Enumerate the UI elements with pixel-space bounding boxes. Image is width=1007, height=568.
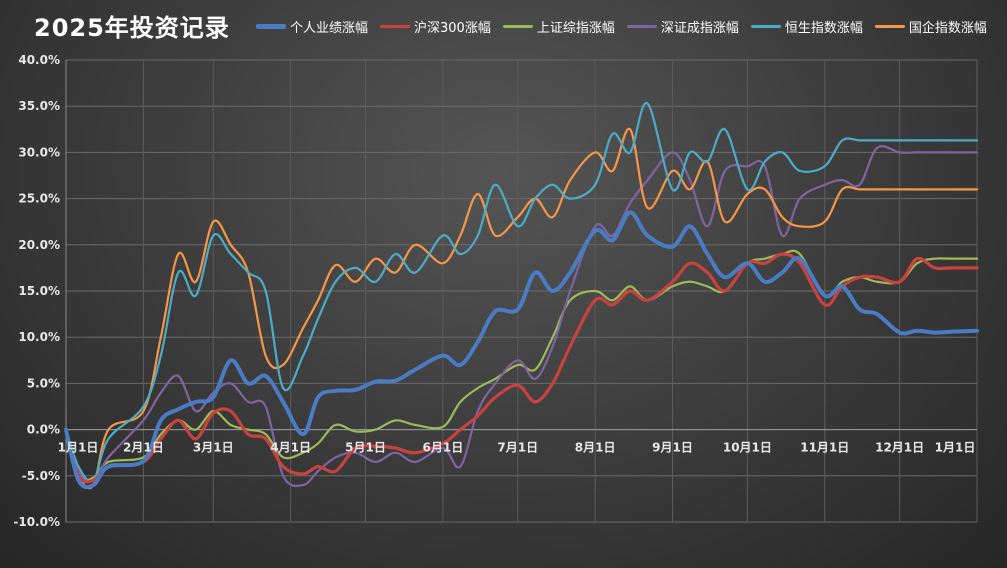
y-tick-label: 20.0% — [18, 238, 60, 252]
series-line-0 — [64, 210, 979, 490]
y-tick-label: 0.0% — [27, 423, 60, 437]
legend-label-hscei: 国企指数涨幅 — [908, 20, 987, 36]
x-tick-label: 4月1日 — [270, 441, 311, 455]
x-tick-label: 7月1日 — [497, 441, 538, 455]
y-tick-label: 40.0% — [18, 53, 60, 67]
legend-swatch-hsi — [750, 24, 781, 28]
legend-label-szse: 深证成指涨幅 — [660, 20, 739, 36]
legend-label-personal: 个人业绩涨幅 — [290, 20, 369, 36]
x-tick-label: 9月1日 — [652, 441, 693, 455]
x-tick-label: 11月1日 — [800, 441, 849, 455]
legend-item-szse[interactable]: 深证成指涨幅 — [626, 17, 739, 36]
chart-title: 2025年投资记录 — [34, 14, 230, 42]
legend-item-sse[interactable]: 上证综指涨幅 — [502, 17, 615, 36]
x-tick-label: 12月1日 — [875, 441, 924, 455]
legend-item-hs300[interactable]: 沪深300涨幅 — [380, 17, 491, 36]
x-tick-label: 1月1日 — [935, 441, 976, 455]
legend-swatch-personal — [256, 23, 286, 29]
x-tick-label: 6月1日 — [423, 441, 464, 455]
y-tick-label: 30.0% — [18, 145, 60, 159]
legend-label-hs300: 沪深300涨幅 — [414, 20, 491, 36]
y-tick-label: 10.0% — [18, 330, 60, 344]
legend-label-sse: 上证综指涨幅 — [536, 20, 615, 36]
x-tick-label: 3月1日 — [193, 441, 234, 455]
series-line-4 — [64, 102, 979, 483]
x-tick-label: 1月1日 — [58, 441, 99, 455]
series-line-3 — [64, 145, 979, 488]
y-tick-label: 35.0% — [18, 99, 60, 113]
series-line-1 — [64, 252, 979, 484]
series-line-5 — [64, 128, 979, 490]
legend-item-personal[interactable]: 个人业绩涨幅 — [256, 17, 368, 36]
legend-swatch-szse — [626, 24, 657, 28]
legend-swatch-hscei — [874, 24, 905, 28]
legend-swatch-hs300 — [380, 24, 411, 28]
y-tick-label: -10.0% — [13, 515, 60, 529]
legend-swatch-sse — [502, 24, 533, 28]
x-tick-label: 8月1日 — [575, 441, 616, 455]
x-tick-label: 2月1日 — [123, 441, 164, 455]
y-tick-label: 15.0% — [18, 284, 60, 298]
x-tick-label: 5月1日 — [345, 441, 386, 455]
legend: 个人业绩涨幅 沪深300涨幅 上证综指涨幅 深证成指涨幅 恒生指数涨幅 国企指数… — [256, 14, 987, 38]
x-tick-label: 10月1日 — [723, 441, 772, 455]
legend-label-hsi: 恒生指数涨幅 — [784, 20, 863, 36]
legend-item-hsi[interactable]: 恒生指数涨幅 — [750, 17, 863, 36]
y-tick-label: 25.0% — [18, 192, 60, 206]
legend-item-hscei[interactable]: 国企指数涨幅 — [874, 17, 987, 36]
y-tick-label: 5.0% — [27, 376, 60, 390]
y-tick-label: -5.0% — [22, 469, 60, 483]
